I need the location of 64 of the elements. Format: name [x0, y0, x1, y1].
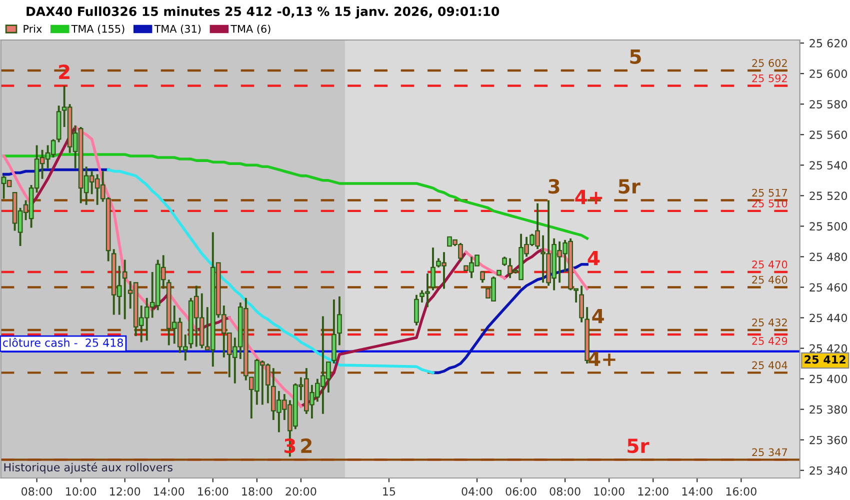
y-tick-label: 25 580: [810, 100, 848, 108]
annotation: 5r: [618, 179, 640, 194]
y-tick-label: 25 560: [810, 130, 848, 139]
ref-line-label: 25 510: [752, 200, 788, 208]
ref-line-label: clôture cash - 25 418: [3, 338, 123, 347]
annotation: 4: [592, 308, 604, 324]
candlestick: [122, 258, 128, 320]
x-tick-label: 04:00: [462, 487, 492, 496]
annotation: 4+: [575, 190, 602, 204]
annotation: Historique ajusté aux rollovers: [4, 462, 172, 474]
text: 25 412: [804, 355, 846, 364]
candlestick: [337, 295, 342, 346]
x-tick-label: 16:00: [198, 487, 228, 496]
y-tick-label: 25 340: [810, 466, 848, 475]
x-tick-label: 12:00: [638, 487, 668, 496]
annotation: 3: [548, 178, 560, 194]
x-tick-label: 18:00: [242, 487, 272, 496]
x-tick-label: 20:00: [286, 487, 316, 496]
x-tick-label: 12:00: [110, 487, 140, 496]
x-tick-label: 10:00: [594, 487, 624, 496]
annotation: 2: [301, 438, 312, 453]
x-tick-label: 08:00: [22, 487, 52, 496]
x-tick-label: 16:00: [726, 487, 756, 496]
y-tick-label: 25 540: [810, 161, 848, 170]
candlestick: [430, 246, 436, 292]
x-tick-label: 08:00: [550, 487, 580, 496]
y-tick-label: 25 460: [810, 283, 848, 292]
x-tick-label: 14:00: [154, 487, 184, 496]
x-tick-label: 14:00: [682, 487, 712, 496]
legend-label: Prix: [24, 24, 42, 33]
y-tick-label: 25 420: [810, 344, 848, 353]
ref-line-label: 25 429: [752, 337, 788, 345]
y-tick-label: 25 620: [810, 39, 848, 48]
chart-title: DAX40 Full0326 15 minutes 25 412 -0,13 % 15 janv. 2026, 09:01:10: [26, 6, 500, 19]
annotation: 4: [588, 250, 600, 266]
x-tick-label: 10:00: [66, 487, 96, 496]
annotation: 4+: [588, 352, 616, 366]
y-tick-label: 25 480: [810, 252, 848, 262]
y-tick-label: 25 380: [810, 405, 848, 414]
candlestick: [579, 284, 584, 324]
ref-line-label: 25 460: [752, 276, 788, 284]
ref-line-label: 25 470: [752, 260, 788, 268]
ref-line-label: 25 432: [752, 318, 787, 326]
ref-line-label: 25 517: [752, 188, 787, 197]
y-tick-label: 25 600: [810, 70, 848, 78]
annotation: 5r: [628, 438, 650, 454]
x-tick-label: 06:00: [506, 487, 536, 496]
ref-line-label: 25 404: [752, 361, 788, 370]
ref-line-label: 25 592: [752, 74, 787, 82]
candlestick: [502, 256, 507, 267]
legend-label: TMA (6): [230, 24, 270, 34]
y-tick-label: 25 440: [810, 314, 848, 322]
y-tick-label: 25 500: [810, 222, 848, 231]
y-tick-label: 25 520: [810, 192, 848, 200]
annotation: 5: [630, 50, 641, 64]
x-tick-label: 15: [383, 487, 396, 496]
candlestick: [480, 270, 485, 284]
ref-line-label: 25 347: [752, 448, 787, 456]
legend-label: TMA (155): [71, 24, 124, 34]
y-tick-label: 25 400: [810, 374, 848, 384]
legend-label: TMA (31): [154, 24, 201, 34]
y-tick-label: 25 360: [810, 436, 848, 444]
ref-line-label: 25 602: [752, 59, 787, 67]
candlestick: [414, 294, 419, 326]
